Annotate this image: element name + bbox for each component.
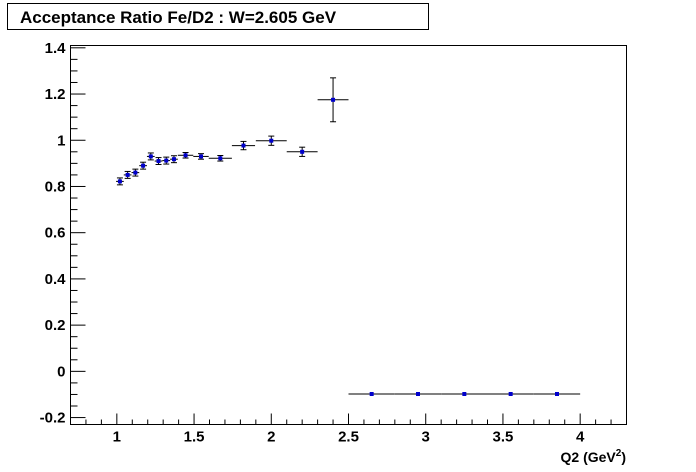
point-marker bbox=[555, 391, 559, 396]
y-tick-label: 1 bbox=[57, 132, 65, 149]
x-tick-label: 1.5 bbox=[184, 429, 205, 446]
x-tick-label: 2.5 bbox=[338, 429, 359, 446]
y-tick-label: 1.2 bbox=[45, 86, 66, 103]
point-marker bbox=[508, 391, 513, 396]
x-tick-label: 2 bbox=[267, 429, 275, 446]
y-tick-label: -0.2 bbox=[40, 410, 66, 427]
point-marker bbox=[199, 154, 204, 159]
data-point bbox=[131, 168, 140, 177]
data-point bbox=[208, 155, 232, 162]
data-point bbox=[162, 156, 171, 165]
data-point bbox=[193, 153, 209, 160]
y-tick-label: 0.8 bbox=[45, 178, 66, 195]
data-point bbox=[317, 77, 349, 123]
data-point bbox=[394, 391, 442, 396]
data-point bbox=[255, 135, 287, 146]
x-tick-label: 1 bbox=[113, 429, 121, 446]
data-point bbox=[441, 391, 488, 396]
point-marker bbox=[218, 156, 223, 161]
point-marker bbox=[241, 143, 246, 148]
point-marker bbox=[183, 153, 188, 158]
point-marker bbox=[141, 163, 146, 168]
data-point bbox=[116, 177, 124, 186]
x-tick-label: 4 bbox=[576, 429, 585, 446]
data-points bbox=[116, 77, 581, 396]
point-marker bbox=[416, 391, 420, 396]
data-point bbox=[348, 391, 395, 396]
data-point bbox=[123, 170, 132, 179]
point-marker bbox=[148, 154, 153, 159]
y-tick-label: 0 bbox=[57, 363, 65, 380]
y-tick-label: 0.6 bbox=[45, 225, 66, 242]
chart-title-box: Acceptance Ratio Fe/D2 : W=2.605 GeV bbox=[7, 3, 429, 30]
y-tick-label: 1.4 bbox=[45, 40, 67, 57]
x-axis-label-text: Q2 (GeV bbox=[561, 449, 617, 465]
x-axis-label-close: ) bbox=[621, 449, 626, 465]
data-point bbox=[146, 152, 155, 161]
chart-title: Acceptance Ratio Fe/D2 : W=2.605 GeV bbox=[20, 8, 337, 27]
point-marker bbox=[117, 179, 122, 184]
data-point bbox=[154, 157, 163, 166]
x-tick-label: 3 bbox=[422, 429, 430, 446]
point-marker bbox=[171, 157, 176, 162]
point-marker bbox=[133, 170, 138, 175]
point-marker bbox=[462, 391, 467, 396]
data-point bbox=[533, 391, 581, 396]
x-axis-label: Q2 (GeV2) bbox=[561, 448, 626, 465]
x-axis: 1 1.5 2 2.5 3 3.5 4 bbox=[70, 413, 627, 446]
point-marker bbox=[369, 391, 374, 396]
point-marker bbox=[125, 172, 130, 177]
point-marker bbox=[331, 97, 336, 102]
data-point bbox=[170, 155, 178, 164]
point-marker bbox=[156, 159, 161, 164]
plot-frame bbox=[70, 45, 627, 425]
y-axis: -0.2 0 0.2 0.4 0.6 0.8 1 1.2 1.4 bbox=[40, 40, 86, 427]
y-tick-label: 0.4 bbox=[45, 271, 67, 288]
chart-title-frame bbox=[7, 3, 429, 30]
data-point bbox=[231, 140, 256, 151]
point-marker bbox=[164, 158, 169, 163]
x-axis-label-superscript: 2 bbox=[616, 448, 622, 459]
point-marker bbox=[300, 149, 305, 154]
point-marker bbox=[269, 138, 274, 143]
y-tick-label: 0.2 bbox=[45, 317, 66, 334]
data-point bbox=[177, 151, 194, 159]
data-point bbox=[487, 391, 534, 396]
x-tick-label: 3.5 bbox=[493, 429, 514, 446]
data-point bbox=[286, 146, 318, 157]
data-point bbox=[139, 161, 147, 170]
